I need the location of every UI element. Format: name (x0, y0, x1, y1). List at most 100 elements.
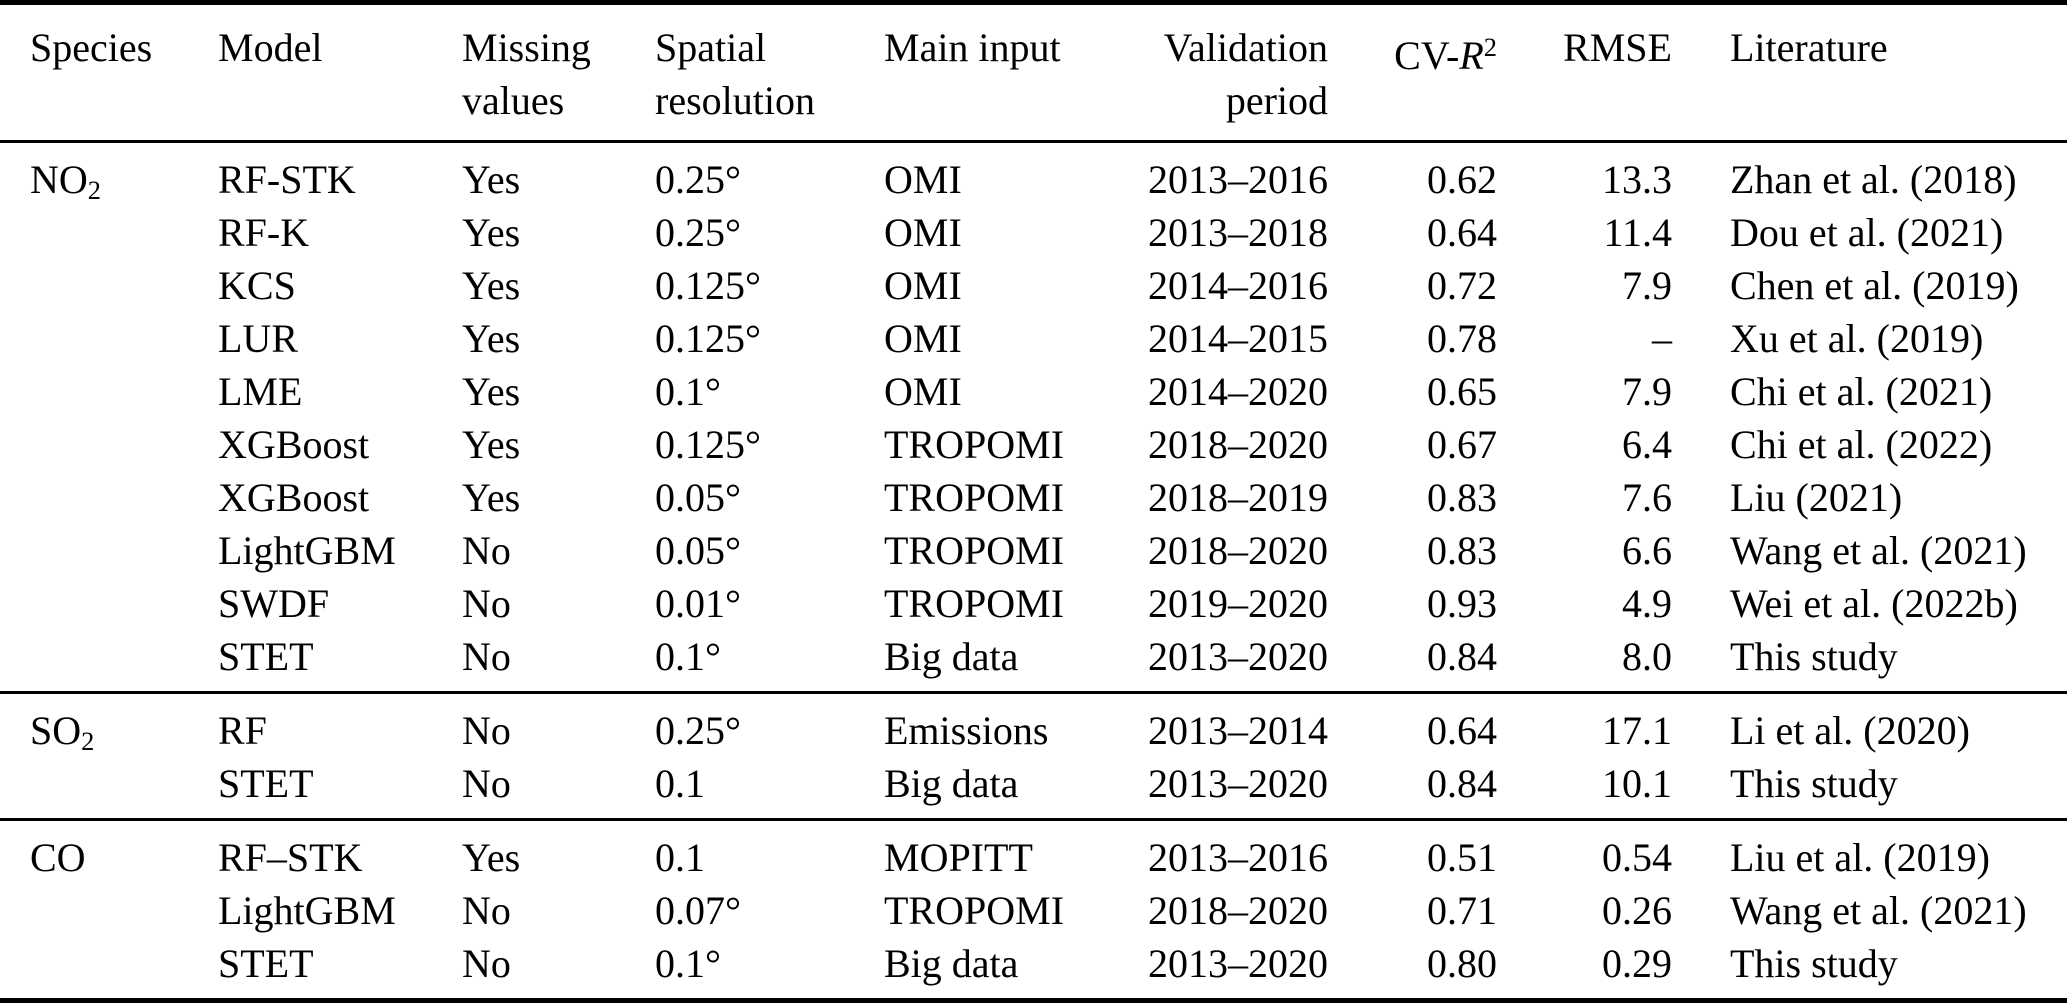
cell-cvr2: 0.84 (1427, 761, 1497, 806)
table-row: XGBoost Yes 0.125° TROPOMI 2018–2020 0.67 6.4 C… (0, 418, 2067, 471)
cell-literature: Wang et al. (2021) (1730, 528, 2027, 573)
header-line: Spatial (655, 25, 767, 70)
cell-model: RF-STK (218, 157, 356, 202)
header-line: Main input (884, 25, 1061, 70)
header-literature: Literature (1672, 21, 2031, 140)
table-row: LME Yes 0.1° OMI 2014–2020 0.65 7.9 Chi et al. … (0, 365, 2067, 418)
cell-cvr2: 0.51 (1427, 835, 1497, 880)
cell-model: XGBoost (218, 475, 370, 520)
cell-resolution: 0.1° (655, 941, 721, 986)
cell-period: 2013–2020 (1148, 634, 1328, 679)
cell-literature: Chen et al. (2019) (1730, 263, 2019, 308)
cell-missing: No (462, 634, 511, 679)
cell-species (30, 312, 218, 365)
cell-model: LightGBM (218, 528, 396, 573)
cell-resolution: 0.125° (655, 263, 761, 308)
cell-resolution: 0.125° (655, 316, 761, 361)
cell-rmse: 10.1 (1602, 761, 1672, 806)
header-resolution: Spatial resolution (655, 21, 884, 140)
cell-period: 2018–2019 (1148, 475, 1328, 520)
header-rmse: RMSE (1497, 21, 1672, 140)
cell-cvr2: 0.78 (1427, 316, 1497, 361)
table-row: NO2 RF-STK Yes 0.25° OMI 2013–2016 0.62 13.3 Zha… (0, 153, 2067, 206)
cell-species (30, 577, 218, 630)
cell-model: SWDF (218, 581, 330, 626)
cell-resolution: 0.25° (655, 210, 741, 255)
species-section-2: CO RF–STK Yes 0.1 MOPITT 2013–2016 0.51 0.54 Liu… (0, 821, 2067, 995)
table-row: KCS Yes 0.125° OMI 2014–2016 0.72 7.9 Chen et a… (0, 259, 2067, 312)
cell-cvr2: 0.72 (1427, 263, 1497, 308)
cell-rmse: 0.29 (1602, 941, 1672, 986)
cell-species (30, 524, 218, 577)
cell-literature: Chi et al. (2022) (1730, 422, 1993, 467)
cell-rmse: 0.26 (1602, 888, 1672, 933)
cell-cvr2: 0.80 (1427, 941, 1497, 986)
cell-rmse: 6.4 (1622, 422, 1672, 467)
cell-resolution: 0.1 (655, 835, 705, 880)
cell-resolution: 0.125° (655, 422, 761, 467)
species-section-1: SO2 RF No 0.25° Emissions 2013–2014 0.64 17.1 Li… (0, 694, 2067, 821)
cell-missing: Yes (462, 369, 521, 414)
cell-literature: Liu (2021) (1730, 475, 1903, 520)
cell-resolution: 0.1° (655, 369, 721, 414)
cell-period: 2019–2020 (1148, 581, 1328, 626)
cell-rmse: 17.1 (1602, 708, 1672, 753)
cell-rmse: 4.9 (1622, 581, 1672, 626)
cell-rmse: 8.0 (1622, 634, 1672, 679)
cell-cvr2: 0.62 (1427, 157, 1497, 202)
cell-input: OMI (884, 210, 962, 255)
cell-cvr2: 0.83 (1427, 528, 1497, 573)
cell-missing: No (462, 888, 511, 933)
cell-rmse: 0.54 (1602, 835, 1672, 880)
cell-literature: Wang et al. (2021) (1730, 888, 2027, 933)
table-row: RF-K Yes 0.25° OMI 2013–2018 0.64 11.4 Dou et a… (0, 206, 2067, 259)
cell-input: Emissions (884, 708, 1049, 753)
cell-model: LightGBM (218, 888, 396, 933)
table-body: NO2 RF-STK Yes 0.25° OMI 2013–2016 0.62 13.3 Zha… (0, 143, 2067, 995)
species-section-0: NO2 RF-STK Yes 0.25° OMI 2013–2016 0.62 13.3 Zha… (0, 143, 2067, 694)
header-line: values (462, 78, 565, 123)
cell-model: XGBoost (218, 422, 370, 467)
cell-model: LME (218, 369, 303, 414)
cell-period: 2013–2014 (1148, 708, 1328, 753)
cell-model: RF-K (218, 210, 310, 255)
cell-model: STET (218, 941, 314, 986)
header-line: Missing (462, 25, 591, 70)
cell-resolution: 0.05° (655, 528, 741, 573)
table-row: LUR Yes 0.125° OMI 2014–2015 0.78 – Xu et al. (… (0, 312, 2067, 365)
header-model: Model (218, 21, 462, 140)
cell-missing: Yes (462, 263, 521, 308)
cell-resolution: 0.07° (655, 888, 741, 933)
cell-species (30, 471, 218, 524)
cell-literature: This study (1730, 941, 1898, 986)
cell-period: 2018–2020 (1148, 422, 1328, 467)
cell-input: Big data (884, 941, 1019, 986)
cell-input: TROPOMI (884, 888, 1065, 933)
cell-missing: Yes (462, 475, 521, 520)
cell-resolution: 0.1 (655, 761, 705, 806)
cell-input: TROPOMI (884, 528, 1065, 573)
cell-cvr2: 0.84 (1427, 634, 1497, 679)
cell-model: LUR (218, 316, 298, 361)
cell-missing: Yes (462, 316, 521, 361)
cell-species (30, 630, 218, 683)
cell-input: Big data (884, 761, 1019, 806)
cell-period: 2018–2020 (1148, 528, 1328, 573)
header-period: Validation period (1115, 21, 1328, 140)
cell-period: 2013–2018 (1148, 210, 1328, 255)
cell-input: MOPITT (884, 835, 1033, 880)
cell-input: OMI (884, 369, 962, 414)
table-row: CO RF–STK Yes 0.1 MOPITT 2013–2016 0.51 0.54 Liu… (0, 831, 2067, 884)
cell-missing: No (462, 761, 511, 806)
header-line: resolution (655, 78, 815, 123)
cell-missing: Yes (462, 157, 521, 202)
cell-missing: Yes (462, 422, 521, 467)
cell-cvr2: 0.64 (1427, 210, 1497, 255)
cell-resolution: 0.1° (655, 634, 721, 679)
cell-rmse: 7.6 (1622, 475, 1672, 520)
cell-input: Big data (884, 634, 1019, 679)
cell-input: TROPOMI (884, 475, 1065, 520)
cell-literature: Chi et al. (2021) (1730, 369, 1993, 414)
cell-resolution: 0.25° (655, 157, 741, 202)
